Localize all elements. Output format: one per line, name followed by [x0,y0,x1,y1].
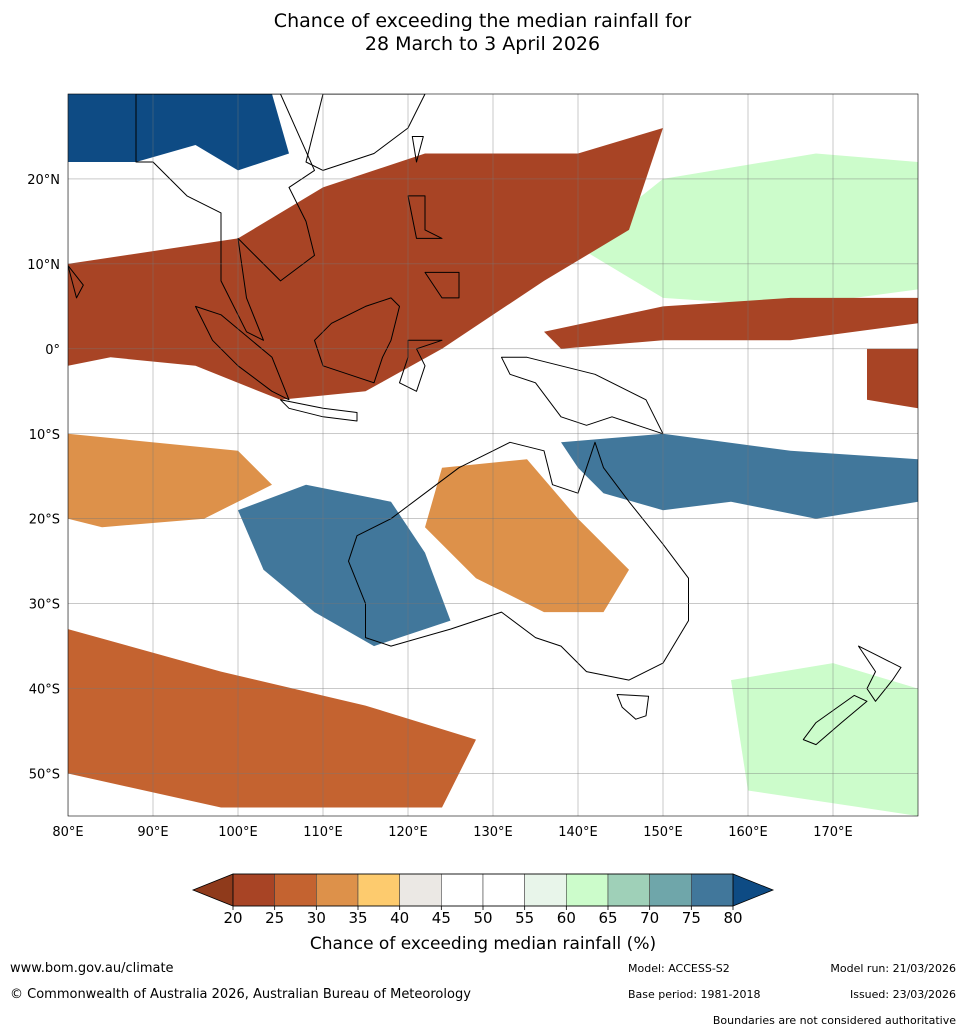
colorbar-swatch [357,873,400,907]
region-coral-sea-wet [561,433,918,519]
title-line-2: 28 March to 3 April 2026 [364,33,601,55]
region-east-asia-wet [68,94,289,171]
lon-tick-label: 160°E [728,825,768,840]
colorbar-tick-label: 25 [265,909,284,927]
colorbar-tick-label: 35 [348,909,367,927]
coastline-china-coast [305,94,426,171]
colorbar: 20 25 30 35 40 45 50 55 60 65 70 75 80 [191,873,775,927]
map-frame [67,93,919,817]
lat-tick-label: 20°N [27,173,60,188]
colorbar-swatch [316,873,359,907]
colorbar-tick-label: 75 [682,909,701,927]
coastline-new-guinea [501,356,664,435]
coastline-australia [348,441,689,681]
colorbar-tick-label: 40 [390,909,409,927]
lat-tick-label: 30°S [29,598,60,613]
colorbar-swatch [649,873,692,907]
lat-tick-label: 40°S [29,683,60,698]
coastline-sumatra [195,305,290,401]
footer-disclaimer: Boundaries are not considered authoritat… [712,1014,956,1027]
coastline-new-zealand-north [858,645,902,702]
colorbar-tick-label: 30 [307,909,326,927]
graticule [68,94,918,816]
lon-tick-label: 140°E [558,825,598,840]
coastline-taiwan [411,136,424,163]
footer-website: www.bom.gov.au/climate [10,961,174,976]
colorbar-swatch [232,873,275,907]
map-panel [67,93,919,817]
footer-model: Model: ACCESS-S2 [628,962,730,975]
colorbar-swatch [524,873,567,907]
colorbar-swatch [274,873,317,907]
lat-tick-label: 10°N [27,258,60,273]
footer-model-run: Model run: 21/03/2026 [830,962,956,975]
colorbar-tick-label: 45 [432,909,451,927]
lat-tick-label: 20°S [29,513,60,528]
region-equatorial-pacific-dry [544,297,918,349]
region-tasman-wet [731,663,918,816]
colorbar-swatch [441,873,484,907]
colorbar-swatch [607,873,650,907]
footer-copyright: © Commonwealth of Australia 2026, Austra… [10,987,471,1002]
colorbar-over-arrow [732,873,775,907]
coastline-new-zealand-south [802,694,868,746]
footer-issued: Issued: 23/03/2026 [849,988,956,1001]
footer-base-period: Base period: 1981-2018 [628,988,761,1001]
lon-tick-label: 120°E [388,825,428,840]
lon-tick-label: 170°E [813,825,853,840]
coastline-sri-lanka [68,265,84,299]
lat-tick-label: 10°S [29,428,60,443]
coastline-tasmania [616,694,650,720]
colorbar-tick-label: 60 [557,909,576,927]
coastline-sulawesi [399,339,443,392]
lon-tick-label: 150°E [643,825,683,840]
region-southern-ocean-dry [68,629,476,808]
colorbar-tick-label: 55 [515,909,534,927]
region-east-pacific-dry [867,348,918,409]
lon-tick-label: 110°E [303,825,343,840]
longitude-axis: 80°E 90°E 100°E 110°E 120°E 130°E 140°E 150°E 16… [52,825,852,840]
colorbar-title: Chance of exceeding median rainfall (%) [310,934,656,954]
colorbar-tick-label: 80 [723,909,742,927]
lon-tick-label: 90°E [137,825,168,840]
colorbar-tick-label: 65 [598,909,617,927]
coastline-mindanao [424,271,460,299]
colorbar-swatch [691,873,734,907]
title-line-1: Chance of exceeding the median rainfall … [273,10,692,32]
latitude-axis: 20°N 10°N 0° 10°S 20°S 30°S 40°S 50°S [27,173,60,783]
lat-tick-label: 0° [45,343,60,358]
lon-tick-label: 130°E [473,825,513,840]
lat-tick-label: 50°S [29,768,60,783]
lon-tick-label: 100°E [218,825,258,840]
colorbar-tick-label: 70 [640,909,659,927]
map-title: Chance of exceeding the median rainfall … [0,10,965,56]
colorbar-tick-label: 20 [223,909,242,927]
colorbar-swatch [399,873,442,907]
colorbar-tick-label: 50 [473,909,492,927]
region-indian-ocean-wet [238,484,451,647]
colorbar-swatch [482,873,525,907]
coastline-luzon [407,195,443,239]
lon-tick-label: 80°E [52,825,83,840]
colorbar-under-arrow [191,873,234,907]
colorbar-swatch [566,873,609,907]
coastline-borneo [314,297,400,384]
region-west-indian-dry [68,433,272,528]
